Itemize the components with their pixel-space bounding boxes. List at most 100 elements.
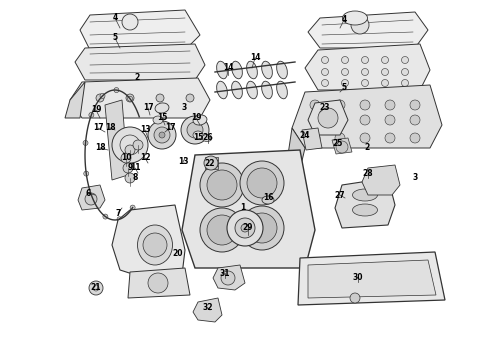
Text: 5: 5	[112, 33, 118, 42]
Text: 5: 5	[342, 84, 346, 93]
Circle shape	[241, 224, 249, 232]
Circle shape	[200, 208, 244, 252]
Text: 28: 28	[363, 168, 373, 177]
Text: 17: 17	[93, 123, 103, 132]
Ellipse shape	[153, 116, 163, 124]
Circle shape	[351, 16, 369, 34]
Circle shape	[207, 170, 237, 200]
Circle shape	[321, 68, 328, 76]
Circle shape	[360, 115, 370, 125]
Circle shape	[401, 80, 409, 86]
Circle shape	[362, 57, 368, 63]
Circle shape	[204, 156, 218, 170]
Text: 4: 4	[112, 13, 118, 22]
Circle shape	[117, 217, 122, 222]
Polygon shape	[78, 185, 105, 210]
Text: 15: 15	[193, 134, 203, 143]
Polygon shape	[332, 138, 352, 154]
Circle shape	[221, 271, 235, 285]
Polygon shape	[193, 298, 222, 322]
Circle shape	[382, 80, 389, 86]
Polygon shape	[335, 178, 395, 228]
Circle shape	[240, 206, 284, 250]
Polygon shape	[362, 165, 400, 195]
Circle shape	[335, 115, 345, 125]
Text: 13: 13	[178, 158, 188, 166]
Circle shape	[112, 127, 148, 163]
Text: 3: 3	[181, 103, 187, 112]
Text: 4: 4	[342, 15, 346, 24]
Text: 2: 2	[365, 144, 369, 153]
Text: 22: 22	[205, 158, 215, 167]
Polygon shape	[182, 150, 315, 268]
Text: 11: 11	[130, 163, 140, 172]
Circle shape	[360, 133, 370, 143]
Circle shape	[156, 94, 164, 102]
Circle shape	[385, 115, 395, 125]
Text: 3: 3	[413, 174, 417, 183]
Polygon shape	[292, 85, 442, 148]
Text: 12: 12	[140, 153, 150, 162]
Circle shape	[125, 173, 135, 183]
Text: 27: 27	[335, 190, 345, 199]
Text: 17: 17	[165, 123, 175, 132]
Circle shape	[342, 80, 348, 86]
Text: 32: 32	[203, 303, 213, 312]
Circle shape	[207, 215, 237, 245]
Circle shape	[227, 210, 263, 246]
Polygon shape	[205, 160, 218, 163]
Circle shape	[85, 193, 97, 205]
Circle shape	[148, 273, 168, 293]
Circle shape	[335, 133, 345, 143]
Text: 6: 6	[85, 189, 91, 198]
Circle shape	[121, 153, 131, 163]
Circle shape	[100, 93, 105, 98]
Polygon shape	[75, 44, 205, 80]
Circle shape	[84, 171, 89, 176]
Circle shape	[89, 112, 94, 117]
Circle shape	[310, 115, 320, 125]
Circle shape	[362, 68, 368, 76]
Ellipse shape	[193, 115, 207, 125]
Ellipse shape	[246, 61, 257, 79]
Circle shape	[103, 214, 108, 219]
Circle shape	[321, 57, 328, 63]
Ellipse shape	[202, 135, 212, 141]
Ellipse shape	[262, 81, 272, 99]
Ellipse shape	[262, 196, 274, 204]
Ellipse shape	[277, 81, 287, 99]
Text: 26: 26	[203, 134, 213, 143]
Circle shape	[342, 57, 348, 63]
Circle shape	[321, 80, 328, 86]
Polygon shape	[105, 100, 128, 180]
Polygon shape	[205, 166, 218, 169]
Circle shape	[336, 141, 348, 153]
Ellipse shape	[277, 61, 287, 79]
Circle shape	[410, 133, 420, 143]
Text: 20: 20	[173, 248, 183, 257]
Polygon shape	[308, 260, 436, 298]
Text: 18: 18	[105, 123, 115, 132]
Text: 16: 16	[263, 194, 273, 202]
Circle shape	[154, 127, 170, 143]
Circle shape	[310, 100, 320, 110]
Circle shape	[385, 133, 395, 143]
Polygon shape	[112, 205, 185, 278]
Polygon shape	[285, 128, 305, 178]
Circle shape	[126, 94, 134, 102]
Text: 19: 19	[91, 105, 101, 114]
Circle shape	[91, 198, 96, 203]
Text: 18: 18	[95, 144, 105, 153]
Text: 29: 29	[243, 224, 253, 233]
Circle shape	[335, 100, 345, 110]
Text: 23: 23	[320, 104, 330, 112]
Ellipse shape	[343, 11, 368, 25]
Circle shape	[240, 161, 284, 205]
Circle shape	[350, 293, 360, 303]
Polygon shape	[70, 78, 210, 118]
Text: 1: 1	[241, 203, 245, 212]
Ellipse shape	[232, 61, 243, 79]
Circle shape	[235, 218, 255, 238]
Circle shape	[133, 140, 143, 150]
Ellipse shape	[246, 81, 257, 99]
